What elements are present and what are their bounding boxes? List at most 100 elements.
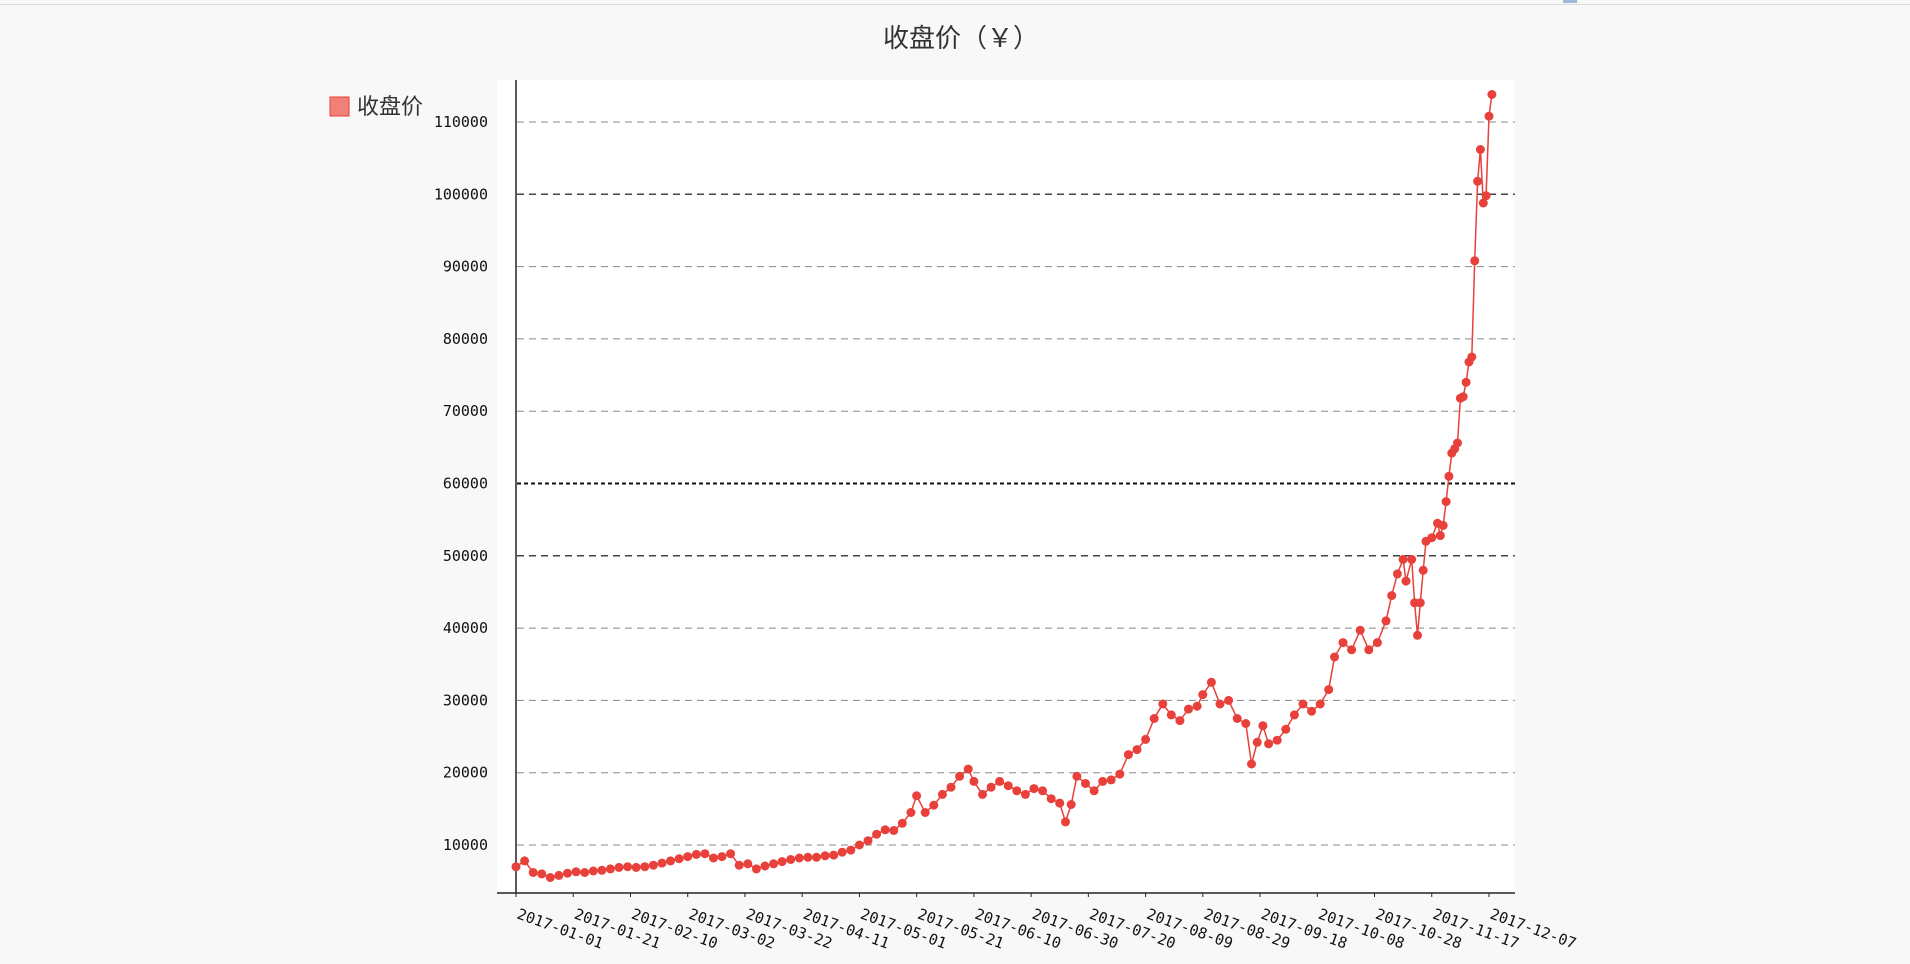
data-point[interactable] xyxy=(554,870,564,880)
data-point[interactable] xyxy=(1458,392,1468,402)
data-point[interactable] xyxy=(1184,704,1193,714)
data-point[interactable] xyxy=(691,849,701,859)
data-point[interactable] xyxy=(1264,739,1274,749)
data-point[interactable] xyxy=(1347,645,1357,655)
data-point[interactable] xyxy=(1003,781,1013,791)
data-point[interactable] xyxy=(1467,352,1477,362)
data-point[interactable] xyxy=(1206,677,1216,687)
data-point[interactable] xyxy=(1484,111,1494,121)
data-point[interactable] xyxy=(700,849,710,859)
data-point[interactable] xyxy=(528,868,538,877)
data-point[interactable] xyxy=(794,853,804,863)
data-point[interactable] xyxy=(571,867,581,877)
data-point[interactable] xyxy=(1298,699,1308,709)
data-point[interactable] xyxy=(880,825,890,835)
data-point[interactable] xyxy=(1115,769,1125,779)
data-point[interactable] xyxy=(1387,591,1397,601)
data-point[interactable] xyxy=(1475,145,1485,154)
data-point[interactable] xyxy=(1441,497,1451,507)
data-point[interactable] xyxy=(955,771,965,781)
data-point[interactable] xyxy=(605,864,615,874)
data-point[interactable] xyxy=(1435,531,1445,541)
data-point[interactable] xyxy=(1487,90,1497,99)
data-point[interactable] xyxy=(1407,554,1417,564)
data-point[interactable] xyxy=(1444,471,1454,481)
data-point[interactable] xyxy=(786,855,796,864)
data-point[interactable] xyxy=(511,862,521,872)
data-point[interactable] xyxy=(1418,565,1428,575)
data-point[interactable] xyxy=(1081,779,1090,788)
data-point[interactable] xyxy=(912,791,922,801)
data-point[interactable] xyxy=(588,866,598,876)
data-point[interactable] xyxy=(889,826,899,835)
data-point[interactable] xyxy=(1029,784,1039,794)
data-point[interactable] xyxy=(1315,699,1325,709)
data-point[interactable] xyxy=(969,776,979,786)
data-point[interactable] xyxy=(1175,716,1185,726)
data-point[interactable] xyxy=(1192,701,1202,711)
data-point[interactable] xyxy=(906,808,916,817)
data-point[interactable] xyxy=(537,869,547,879)
data-point[interactable] xyxy=(614,862,624,872)
data-point[interactable] xyxy=(1098,776,1108,786)
data-point[interactable] xyxy=(657,858,667,868)
data-point[interactable] xyxy=(1413,630,1422,640)
data-point[interactable] xyxy=(963,764,973,774)
data-point[interactable] xyxy=(1281,724,1291,734)
data-point[interactable] xyxy=(1089,786,1099,796)
data-point[interactable] xyxy=(1258,721,1268,731)
data-point[interactable] xyxy=(1330,652,1339,662)
data-point[interactable] xyxy=(1338,638,1348,648)
data-point[interactable] xyxy=(829,850,839,860)
data-point[interactable] xyxy=(1381,616,1391,626)
data-point[interactable] xyxy=(545,873,555,882)
data-point[interactable] xyxy=(897,818,907,828)
legend[interactable]: 收盘价 xyxy=(329,95,423,120)
data-point[interactable] xyxy=(640,862,650,872)
data-point[interactable] xyxy=(986,782,996,792)
data-point[interactable] xyxy=(726,849,736,859)
data-point[interactable] xyxy=(1020,789,1030,799)
data-point[interactable] xyxy=(1470,256,1480,266)
data-point[interactable] xyxy=(1215,699,1225,709)
data-point[interactable] xyxy=(1473,176,1483,186)
data-point[interactable] xyxy=(563,868,572,878)
data-point[interactable] xyxy=(1066,800,1076,809)
data-point[interactable] xyxy=(1072,771,1082,781)
data-point[interactable] xyxy=(929,800,939,810)
data-point[interactable] xyxy=(520,856,530,866)
data-point[interactable] xyxy=(1012,786,1022,796)
data-point[interactable] xyxy=(717,852,727,862)
data-point[interactable] xyxy=(648,860,658,870)
data-point[interactable] xyxy=(1198,690,1208,700)
data-point[interactable] xyxy=(683,852,693,862)
data-point[interactable] xyxy=(1132,745,1142,755)
data-point[interactable] xyxy=(803,852,813,862)
data-point[interactable] xyxy=(623,862,633,872)
data-point[interactable] xyxy=(760,861,770,871)
data-point[interactable] xyxy=(1401,576,1411,586)
data-point[interactable] xyxy=(846,845,856,855)
data-point[interactable] xyxy=(1123,750,1133,760)
data-point[interactable] xyxy=(1481,191,1491,201)
data-point[interactable] xyxy=(1364,645,1374,655)
data-point[interactable] xyxy=(1158,699,1168,709)
data-point[interactable] xyxy=(937,789,947,799)
data-point[interactable] xyxy=(631,862,641,872)
data-point[interactable] xyxy=(751,864,761,874)
data-point[interactable] xyxy=(1438,520,1448,530)
data-point[interactable] xyxy=(1398,554,1408,564)
data-point[interactable] xyxy=(1141,734,1151,744)
data-point[interactable] xyxy=(872,829,882,839)
data-point[interactable] xyxy=(1232,714,1242,723)
data-point[interactable] xyxy=(978,789,987,799)
data-point[interactable] xyxy=(1478,198,1488,208)
data-point[interactable] xyxy=(1224,695,1234,705)
data-point[interactable] xyxy=(1427,533,1437,543)
data-point[interactable] xyxy=(995,776,1005,786)
data-point[interactable] xyxy=(580,868,590,877)
data-point[interactable] xyxy=(854,840,864,850)
data-point[interactable] xyxy=(1289,710,1299,720)
data-point[interactable] xyxy=(946,782,956,792)
data-point[interactable] xyxy=(1046,794,1056,804)
